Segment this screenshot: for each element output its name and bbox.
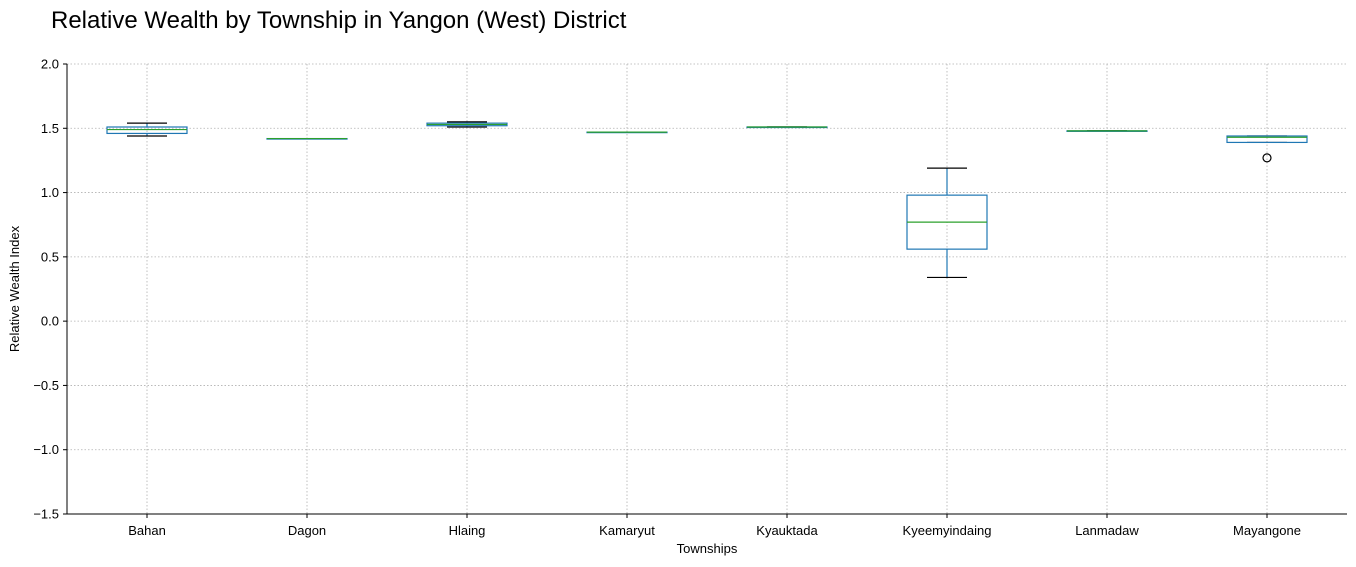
box-group (1226, 135, 1308, 163)
y-tick-label: −1.0 (33, 442, 59, 457)
y-tick-label: 0.5 (41, 249, 59, 264)
y-tick-label: −0.5 (33, 378, 59, 393)
iqr-box (106, 126, 188, 135)
y-axis-label: Relative Wealth Index (7, 225, 22, 352)
x-tick-label: Hlaing (449, 523, 486, 538)
x-ticks: Bahan Dagon Hlaing Kamaryut Kyauktada Kyeemyi… (128, 514, 1301, 538)
x-tick-label: Kyauktada (756, 523, 818, 538)
y-ticks: 2.0 1.5 1.0 0.5 0.0 −0.5 −1.0 −1.5 (33, 57, 67, 522)
box-group (106, 122, 188, 137)
box-group (906, 167, 988, 279)
x-tick-label: Bahan (128, 523, 166, 538)
iqr-box (1226, 135, 1308, 144)
axes-layer (66, 64, 1347, 515)
box-group (426, 121, 508, 128)
chart-title: Relative Wealth by Township in Yangon (W… (51, 7, 627, 34)
box-group (266, 137, 348, 140)
x-tick-label: Kamaryut (599, 523, 655, 538)
y-tick-label: 2.0 (41, 57, 59, 72)
grid-layer (67, 63, 1347, 515)
y-tick-label: 1.5 (41, 121, 59, 136)
boxes-layer (106, 121, 1308, 279)
x-axis-label: Townships (677, 541, 738, 556)
outlier-point (1262, 153, 1272, 163)
y-tick-label: −1.5 (33, 507, 59, 522)
x-tick-label: Dagon (288, 523, 326, 538)
box-group (586, 131, 668, 134)
box-group (1066, 130, 1148, 132)
x-tick-label: Mayangone (1233, 523, 1301, 538)
x-tick-label: Kyeemyindaing (903, 523, 992, 538)
x-tick-label: Lanmadaw (1075, 523, 1139, 538)
box-group (746, 126, 828, 129)
y-tick-label: 1.0 (41, 185, 59, 200)
y-tick-label: 0.0 (41, 314, 59, 329)
